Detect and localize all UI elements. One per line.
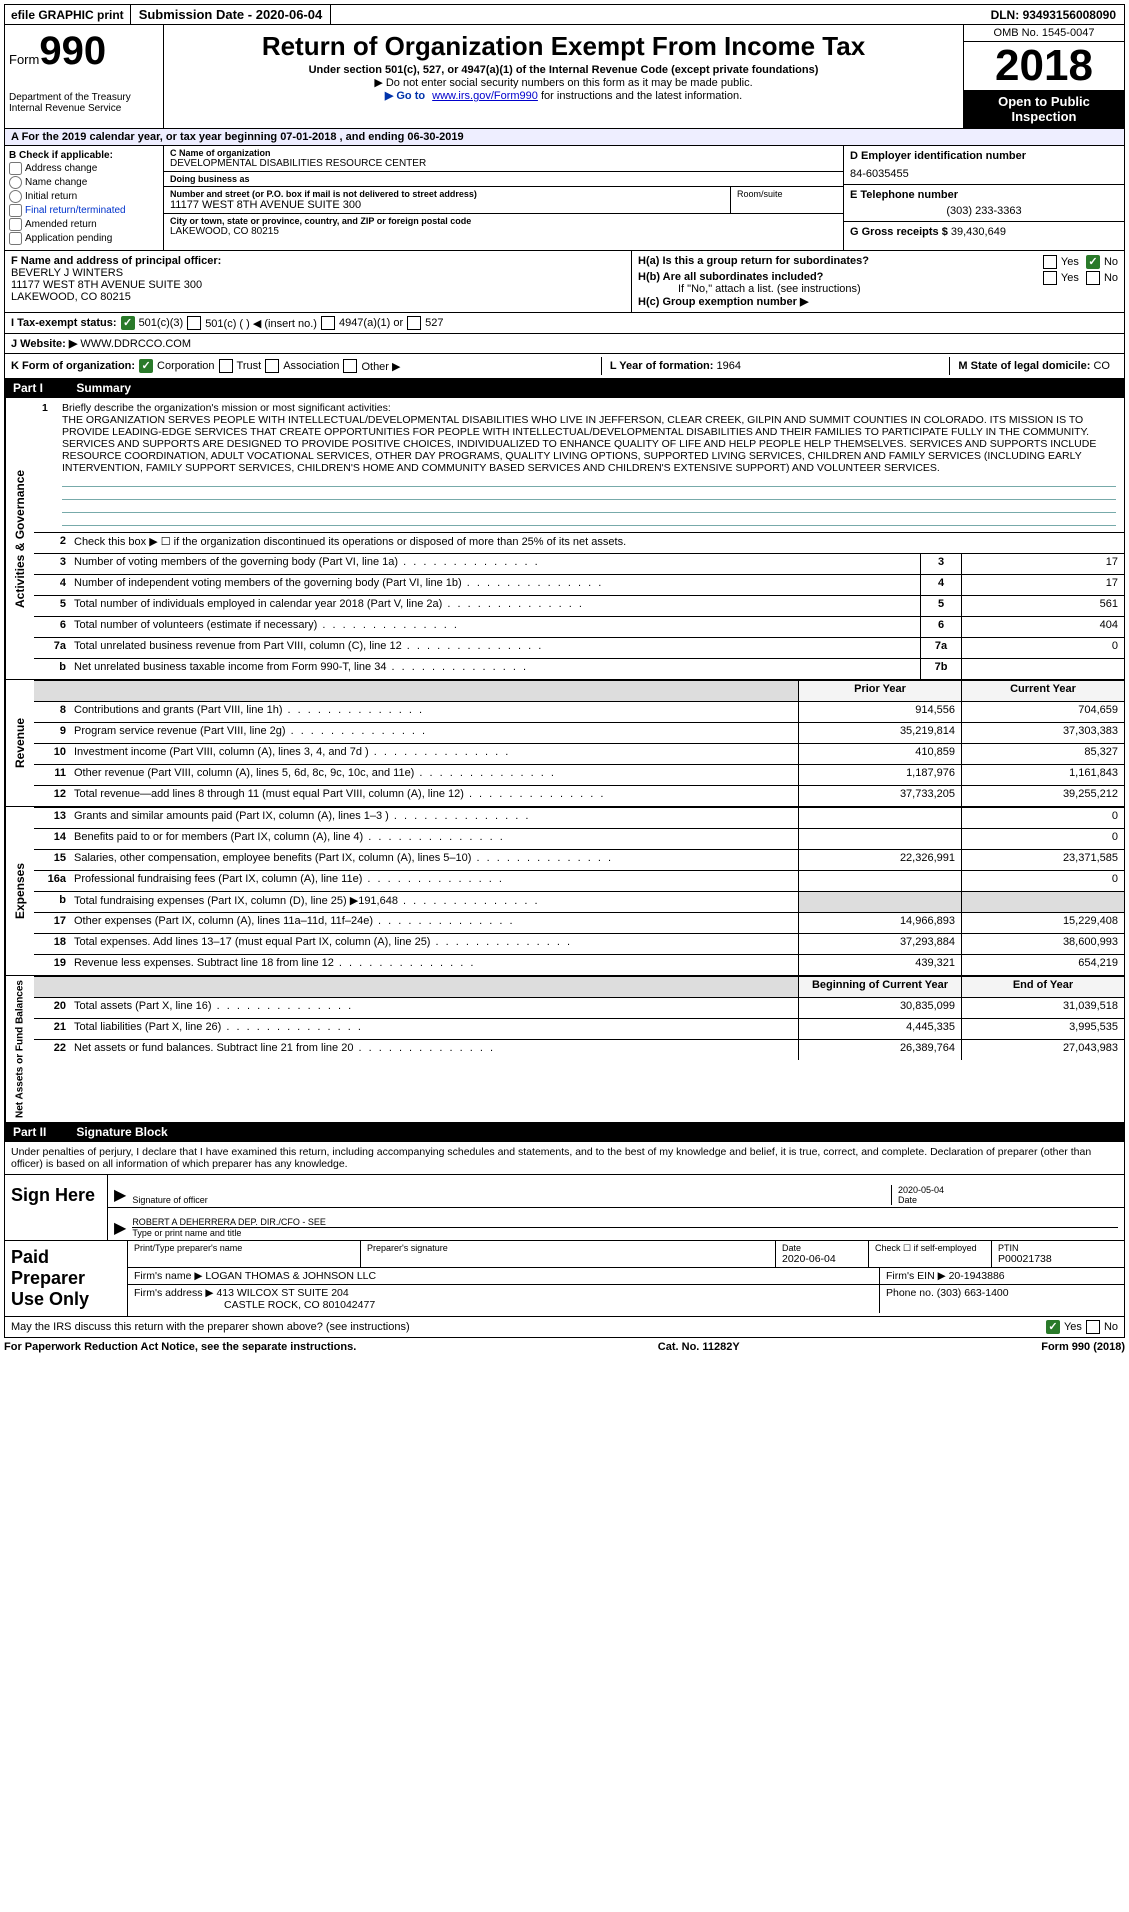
line-row: 15Salaries, other compensation, employee… bbox=[34, 849, 1124, 870]
line-row: 5Total number of individuals employed in… bbox=[34, 595, 1124, 616]
ein: 84-6035455 bbox=[850, 168, 1118, 180]
corp-checkbox[interactable]: ✓ bbox=[139, 359, 153, 373]
netassets-section: Net Assets or Fund Balances Beginning of… bbox=[4, 976, 1125, 1123]
line-row: 12Total revenue—add lines 8 through 11 (… bbox=[34, 785, 1124, 806]
line-row: 22Net assets or fund balances. Subtract … bbox=[34, 1039, 1124, 1060]
other-checkbox[interactable] bbox=[343, 359, 357, 373]
trust-checkbox[interactable] bbox=[219, 359, 233, 373]
form-title: Return of Organization Exempt From Incom… bbox=[168, 31, 959, 62]
discuss-row: May the IRS discuss this return with the… bbox=[4, 1317, 1125, 1338]
header-right: OMB No. 1545-0047 2018 Open to Public In… bbox=[964, 25, 1124, 128]
line-row: 9Program service revenue (Part VIII, lin… bbox=[34, 722, 1124, 743]
efile-label: efile GRAPHIC print bbox=[5, 6, 130, 24]
city-state-zip: LAKEWOOD, CO 80215 bbox=[170, 226, 837, 237]
hb-no-checkbox[interactable] bbox=[1086, 271, 1100, 285]
info-grid: B Check if applicable: Address change Na… bbox=[4, 146, 1125, 251]
501c-checkbox[interactable] bbox=[187, 316, 201, 330]
part1-header: Part I Summary bbox=[4, 379, 1125, 398]
ha-no-checkbox[interactable]: ✓ bbox=[1086, 255, 1100, 269]
column-c: C Name of organization DEVELOPMENTAL DIS… bbox=[164, 146, 844, 250]
4947-checkbox[interactable] bbox=[321, 316, 335, 330]
check-final-return[interactable]: Final return/terminated bbox=[9, 204, 159, 217]
signature-arrow-icon: ▶ bbox=[114, 1218, 126, 1238]
form-title-block: Return of Organization Exempt From Incom… bbox=[164, 25, 964, 128]
gross-receipts: 39,430,649 bbox=[951, 226, 1006, 238]
line-row: 10Investment income (Part VIII, column (… bbox=[34, 743, 1124, 764]
top-bar: efile GRAPHIC print Submission Date - 20… bbox=[4, 4, 1125, 25]
hb-yes-checkbox[interactable] bbox=[1043, 271, 1057, 285]
line-row: 13Grants and similar amounts paid (Part … bbox=[34, 807, 1124, 828]
mission-text: THE ORGANIZATION SERVES PEOPLE WITH INTE… bbox=[62, 414, 1096, 474]
line-row: 18Total expenses. Add lines 13–17 (must … bbox=[34, 933, 1124, 954]
row-fgh: F Name and address of principal officer:… bbox=[4, 251, 1125, 313]
telephone: (303) 233-3363 bbox=[850, 205, 1118, 217]
form-identity: Form990 Department of the Treasury Inter… bbox=[5, 25, 164, 128]
tax-status-row: I Tax-exempt status: ✓501(c)(3) 501(c) (… bbox=[4, 313, 1125, 334]
line-row: 6Total number of volunteers (estimate if… bbox=[34, 616, 1124, 637]
ha-yes-checkbox[interactable] bbox=[1043, 255, 1057, 269]
website-url: WWW.DDRCCO.COM bbox=[80, 338, 191, 350]
street-address: 11177 WEST 8TH AVENUE SUITE 300 bbox=[170, 199, 724, 211]
discuss-yes-checkbox[interactable]: ✓ bbox=[1046, 1320, 1060, 1334]
501c3-checkbox[interactable]: ✓ bbox=[121, 316, 135, 330]
line-row: bTotal fundraising expenses (Part IX, co… bbox=[34, 891, 1124, 912]
line-row: 14Benefits paid to or for members (Part … bbox=[34, 828, 1124, 849]
line-row: bNet unrelated business taxable income f… bbox=[34, 658, 1124, 679]
line-row: 11Other revenue (Part VIII, column (A), … bbox=[34, 764, 1124, 785]
expenses-section: Expenses 13Grants and similar amounts pa… bbox=[4, 807, 1125, 976]
check-amended[interactable]: Amended return bbox=[9, 218, 159, 231]
check-name-change[interactable]: Name change bbox=[9, 176, 159, 189]
column-b: B Check if applicable: Address change Na… bbox=[5, 146, 164, 250]
527-checkbox[interactable] bbox=[407, 316, 421, 330]
calendar-year-line: A For the 2019 calendar year, or tax yea… bbox=[4, 129, 1125, 146]
check-application-pending[interactable]: Application pending bbox=[9, 232, 159, 245]
discuss-no-checkbox[interactable] bbox=[1086, 1320, 1100, 1334]
form990-link[interactable]: www.irs.gov/Form990 bbox=[432, 90, 538, 102]
footer: For Paperwork Reduction Act Notice, see … bbox=[4, 1338, 1125, 1356]
assoc-checkbox[interactable] bbox=[265, 359, 279, 373]
line-row: 3Number of voting members of the governi… bbox=[34, 553, 1124, 574]
line-row: 19Revenue less expenses. Subtract line 1… bbox=[34, 954, 1124, 975]
line-row: 17Other expenses (Part IX, column (A), l… bbox=[34, 912, 1124, 933]
line-row: 7aTotal unrelated business revenue from … bbox=[34, 637, 1124, 658]
dln: DLN: 93493156008090 bbox=[983, 6, 1124, 24]
signature-arrow-icon: ▶ bbox=[114, 1185, 126, 1205]
line-row: 21Total liabilities (Part X, line 26)4,4… bbox=[34, 1018, 1124, 1039]
form-header: Form990 Department of the Treasury Inter… bbox=[4, 25, 1125, 129]
line-row: 8Contributions and grants (Part VIII, li… bbox=[34, 701, 1124, 722]
org-name: DEVELOPMENTAL DISABILITIES RESOURCE CENT… bbox=[170, 158, 837, 169]
signature-block: Under penalties of perjury, I declare th… bbox=[4, 1142, 1125, 1317]
line-row: 20Total assets (Part X, line 16)30,835,0… bbox=[34, 997, 1124, 1018]
form-org-row: K Form of organization: ✓Corporation Tru… bbox=[4, 354, 1125, 379]
part2-header: Part II Signature Block bbox=[4, 1123, 1125, 1142]
revenue-section: Revenue Prior Year Current Year 8Contrib… bbox=[4, 680, 1125, 807]
submission-date: Submission Date - 2020-06-04 bbox=[130, 5, 332, 24]
website-row: J Website: ▶ WWW.DDRCCO.COM bbox=[4, 334, 1125, 354]
activities-section: Activities & Governance 1 Briefly descri… bbox=[4, 398, 1125, 680]
check-initial-return[interactable]: Initial return bbox=[9, 190, 159, 203]
check-address-change[interactable]: Address change bbox=[9, 162, 159, 175]
line-row: 16aProfessional fundraising fees (Part I… bbox=[34, 870, 1124, 891]
line-row: 4Number of independent voting members of… bbox=[34, 574, 1124, 595]
column-de: D Employer identification number 84-6035… bbox=[844, 146, 1124, 250]
